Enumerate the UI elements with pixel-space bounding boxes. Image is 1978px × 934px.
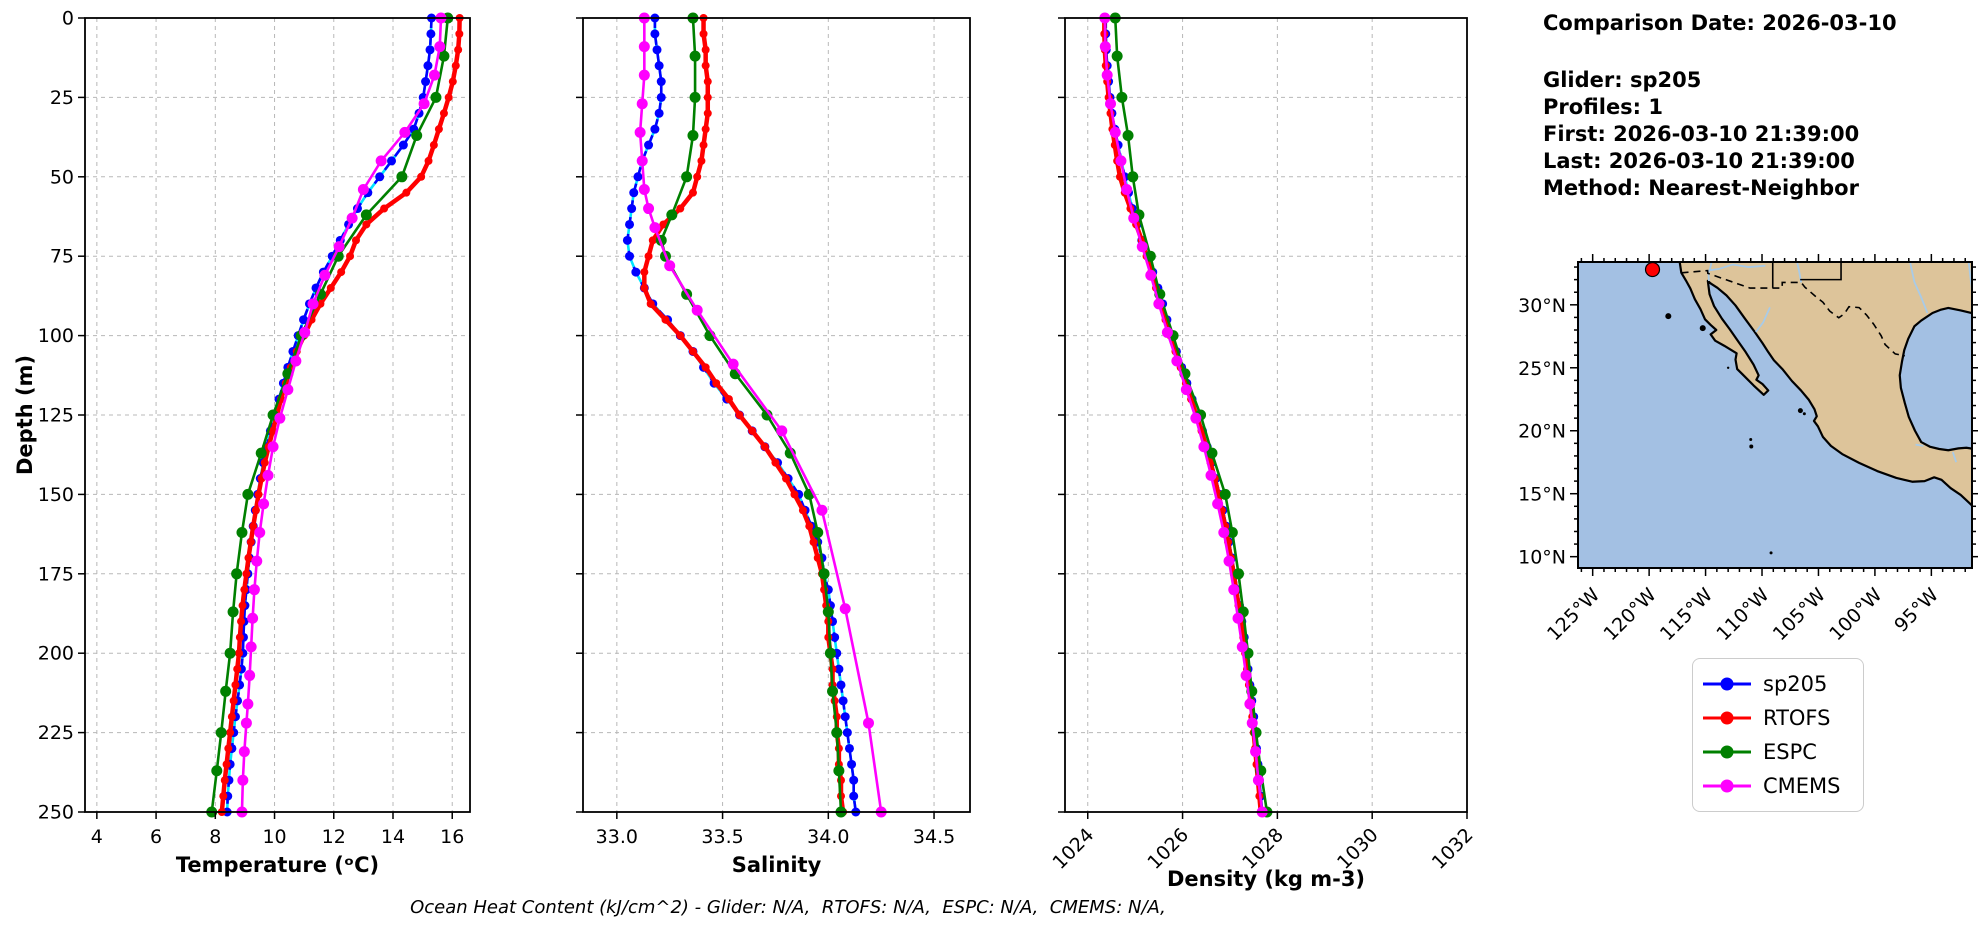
svg-text:8: 8 [209,826,221,848]
svg-text:20°N: 20°N [1518,421,1566,443]
svg-text:6: 6 [150,826,162,848]
svg-text:200: 200 [38,643,74,665]
svg-text:12: 12 [322,826,346,848]
legend-line-sample-cmems [1703,779,1751,793]
svg-text:50: 50 [50,166,74,188]
legend-item-rtofs: RTOFS [1701,701,1853,735]
profiles-count: Profiles: 1 [1543,95,1664,119]
svg-text:15°N: 15°N [1518,484,1566,506]
legend-item-sp205: sp205 [1701,667,1853,701]
svg-text:175: 175 [38,563,74,585]
svg-text:95°W: 95°W [1890,584,1943,637]
svg-text:1032: 1032 [1428,824,1478,874]
svg-text:115°W: 115°W [1656,584,1717,645]
temperature-plot: 4 6 8 10 12 14 16 0 25 50 75 100 125 150 175 200 225 250 T… [13,8,471,877]
svg-text:150: 150 [38,484,74,506]
legend-line-sample-sp205 [1703,677,1751,691]
svg-text:125°W: 125°W [1543,584,1604,645]
svg-text:14: 14 [381,826,405,848]
svg-text:1024: 1024 [1049,824,1099,874]
method: Method: Nearest-Neighbor [1543,176,1859,200]
svg-text:0: 0 [62,8,74,30]
svg-text:120°W: 120°W [1599,584,1660,645]
legend-line-sample-rtofs [1703,711,1751,725]
svg-text:34.5: 34.5 [913,826,955,848]
svg-text:75: 75 [50,246,74,268]
svg-text:Temperature (ᵒC): Temperature (ᵒC) [176,853,379,877]
svg-text:100: 100 [38,325,74,347]
svg-text:105°W: 105°W [1769,584,1830,645]
legend: sp205 RTOFS ESPC CMEMS [1692,658,1864,812]
legend-item-espc: ESPC [1701,735,1853,769]
legend-label: sp205 [1763,672,1828,696]
svg-text:34.0: 34.0 [807,826,849,848]
svg-text:Depth (m): Depth (m) [13,355,37,475]
first-profile-time: First: 2026-03-10 21:39:00 [1543,122,1860,146]
last-profile-time: Last: 2026-03-10 21:39:00 [1543,149,1855,173]
svg-text:Salinity: Salinity [732,853,822,877]
svg-text:10: 10 [262,826,286,848]
legend-line-sample-espc [1703,745,1751,759]
ohc-footnote: Ocean Heat Content (kJ/cm^2) - Glider: N… [410,897,1166,918]
svg-text:125: 125 [38,405,74,427]
legend-label: RTOFS [1763,706,1831,730]
svg-text:30°N: 30°N [1518,295,1566,317]
legend-label: ESPC [1763,740,1817,764]
legend-item-cmems: CMEMS [1701,769,1853,803]
svg-text:33.0: 33.0 [596,826,638,848]
svg-text:110°W: 110°W [1712,584,1773,645]
svg-text:225: 225 [38,722,74,744]
legend-label: CMEMS [1763,774,1841,798]
svg-text:4: 4 [91,826,103,848]
comparison-date: Comparison Date: 2026-03-10 [1543,11,1897,35]
svg-text:25°N: 25°N [1518,358,1566,380]
glider-name: Glider: sp205 [1543,68,1702,92]
salinity-plot: 33.0 33.5 34.0 34.5 Salinity [576,12,971,877]
svg-text:10°N: 10°N [1518,547,1566,569]
info-panel: Comparison Date: 2026-03-10 Glider: sp20… [1543,10,1897,202]
svg-text:16: 16 [440,826,464,848]
svg-text:100°W: 100°W [1825,584,1886,645]
svg-text:33.5: 33.5 [701,826,743,848]
svg-text:Density (kg m-3): Density (kg m-3) [1167,867,1365,891]
svg-text:250: 250 [38,802,74,824]
svg-text:25: 25 [50,87,74,109]
